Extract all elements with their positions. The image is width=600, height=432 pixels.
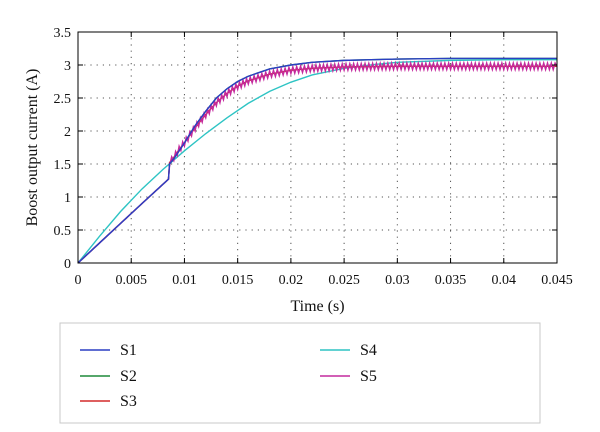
- x-tick-label: 0.005: [115, 273, 147, 288]
- legend-entry-s5: S5: [320, 368, 377, 385]
- x-tick-label: 0.035: [435, 273, 467, 288]
- legend-entry-s3: S3: [80, 393, 137, 410]
- x-tick-label: 0: [75, 273, 82, 288]
- y-tick-label: 1: [64, 191, 71, 206]
- legend: [59, 322, 541, 424]
- legend-label: S5: [360, 368, 377, 385]
- legend-label: S4: [360, 342, 377, 359]
- series-line-s5: [77, 60, 558, 264]
- y-tick-label: 0: [64, 257, 71, 272]
- legend-entry-s2: S2: [80, 368, 137, 385]
- series-line-s4: [77, 59, 557, 264]
- y-tick-label: 3: [64, 59, 71, 74]
- x-tick-label: 0.045: [541, 273, 573, 288]
- series-line-s1: [77, 57, 557, 264]
- legend-entry-s4: S4: [320, 342, 377, 359]
- y-tick-label: 0.5: [54, 224, 72, 239]
- x-tick-label: 0.03: [385, 273, 410, 288]
- x-tick-label: 0.04: [492, 273, 517, 288]
- series-line-s3: [77, 65, 557, 264]
- y-tick-label: 2.5: [54, 92, 72, 107]
- y-tick-label: 1.5: [54, 158, 72, 173]
- legend-entry-s1: S1: [80, 342, 137, 359]
- y-axis-label: Boost output current (A): [24, 69, 41, 227]
- series-lines: [77, 57, 558, 264]
- x-tick-label: 0.025: [328, 273, 360, 288]
- x-tick-label: 0.01: [172, 273, 197, 288]
- y-tick-label: 3.5: [54, 26, 72, 41]
- legend-label: S1: [120, 342, 137, 359]
- legend-label: S3: [120, 393, 137, 410]
- legend-entries: S1 S2 S3 S4 S5: [80, 342, 377, 410]
- plot-frame: [77, 31, 558, 264]
- series-line-s2: [77, 57, 557, 264]
- x-tick-label: 0.02: [279, 273, 304, 288]
- y-tick-label: 2: [64, 125, 71, 140]
- legend-label: S2: [120, 368, 137, 385]
- x-axis-label: Time (s): [290, 298, 344, 315]
- axis-ticks: 0 0.005 0.01 0.015 0.02 0.025 0.03 0.035 0.04 0.0…: [54, 26, 573, 288]
- x-tick-label: 0.015: [222, 273, 254, 288]
- grid: [78, 32, 557, 263]
